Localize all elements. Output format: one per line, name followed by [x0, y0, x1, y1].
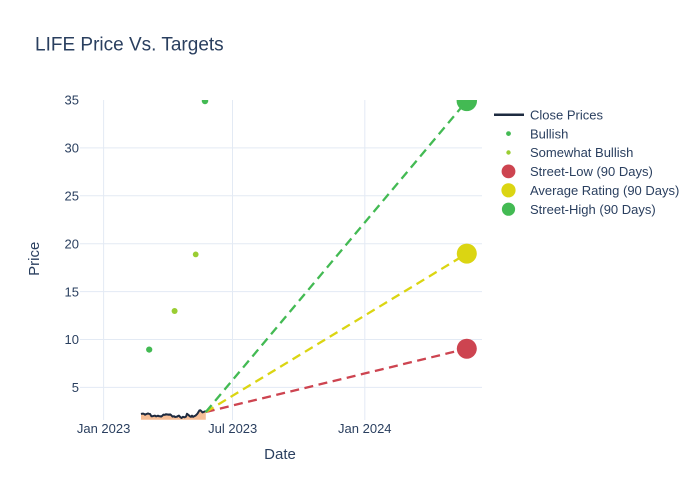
svg-text:20: 20 [65, 236, 79, 251]
svg-text:Jul 2023: Jul 2023 [208, 421, 257, 436]
svg-text:5: 5 [72, 380, 79, 395]
svg-text:30: 30 [65, 141, 79, 156]
svg-text:Price: Price [26, 242, 43, 276]
svg-text:Close Prices: Close Prices [530, 107, 603, 122]
svg-text:Jan 2024: Jan 2024 [338, 421, 392, 436]
svg-text:LIFE Price Vs. Targets: LIFE Price Vs. Targets [35, 35, 224, 56]
svg-text:15: 15 [65, 284, 79, 299]
svg-text:35: 35 [65, 93, 79, 108]
svg-text:Bullish: Bullish [530, 126, 568, 141]
svg-text:Somewhat Bullish: Somewhat Bullish [530, 145, 633, 160]
svg-text:25: 25 [65, 189, 79, 204]
svg-text:Average Rating (90 Days): Average Rating (90 Days) [530, 183, 679, 198]
svg-text:Date: Date [264, 446, 296, 463]
svg-text:10: 10 [65, 332, 79, 347]
svg-text:Jan 2023: Jan 2023 [77, 421, 131, 436]
svg-text:Street-High (90 Days): Street-High (90 Days) [530, 202, 656, 217]
svg-text:Street-Low (90 Days): Street-Low (90 Days) [530, 164, 653, 179]
